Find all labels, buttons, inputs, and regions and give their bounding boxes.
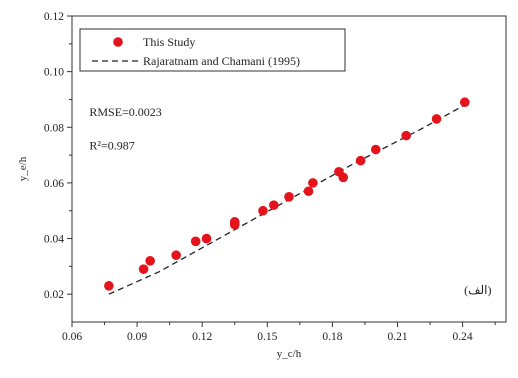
x-tick-label: 0.21 bbox=[387, 331, 407, 343]
data-point bbox=[459, 97, 470, 108]
y-tick-label: 0.12 bbox=[44, 11, 64, 23]
data-point bbox=[258, 205, 268, 216]
data-point bbox=[201, 233, 212, 244]
data-point bbox=[138, 264, 149, 274]
legend-label-this-study: This Study bbox=[143, 35, 195, 49]
legend-marker-this-study bbox=[113, 37, 123, 47]
y-axis-label: y_e/h bbox=[17, 156, 29, 181]
x-tick-label: 0.15 bbox=[257, 331, 277, 343]
x-tick-label: 0.12 bbox=[192, 331, 212, 343]
axes-layer: 0.06 0.09 0.12 0.15 0.18 0.21 0.24 0.02 0.04 0.06… bbox=[17, 11, 507, 360]
legend-label-reference: Rajaratnam and Chamani (1995) bbox=[143, 54, 300, 68]
points-layer bbox=[104, 97, 470, 291]
data-point bbox=[284, 192, 294, 202]
data-point bbox=[145, 255, 155, 266]
x-tick-label: 0.18 bbox=[322, 331, 342, 343]
legend-box bbox=[79, 28, 346, 72]
data-point bbox=[431, 114, 442, 124]
data-point bbox=[401, 130, 411, 141]
r-squared-annotation: R²=0.987 bbox=[89, 139, 134, 153]
data-point bbox=[303, 186, 314, 197]
y-tick-label: 0.08 bbox=[44, 122, 64, 134]
data-point bbox=[371, 144, 381, 155]
x-tick-label: 0.06 bbox=[62, 331, 82, 343]
panel-label: (الف) bbox=[464, 283, 491, 297]
plot-frame bbox=[71, 15, 507, 323]
data-point bbox=[171, 250, 181, 261]
x-tick-label: 0.09 bbox=[127, 331, 147, 343]
data-point bbox=[308, 178, 318, 188]
data-point bbox=[338, 172, 349, 183]
y-tick-label: 0.10 bbox=[44, 67, 64, 79]
x-tick-label: 0.24 bbox=[453, 331, 473, 343]
data-point bbox=[229, 217, 240, 227]
data-point bbox=[190, 236, 201, 247]
legend: This Study Rajaratnam and Chamani (1995) bbox=[79, 28, 346, 72]
y-tick-label: 0.02 bbox=[44, 289, 64, 301]
y-tick-label: 0.06 bbox=[44, 178, 64, 190]
y-tick-label: 0.04 bbox=[44, 234, 64, 246]
data-point bbox=[104, 281, 114, 291]
data-point bbox=[355, 155, 366, 166]
x-axis-label: y_c/h bbox=[277, 348, 302, 360]
rmse-annotation: RMSE=0.0023 bbox=[89, 105, 161, 119]
data-point bbox=[269, 200, 279, 210]
annotations-layer: RMSE=0.0023 R²=0.987 (الف) bbox=[89, 105, 491, 297]
